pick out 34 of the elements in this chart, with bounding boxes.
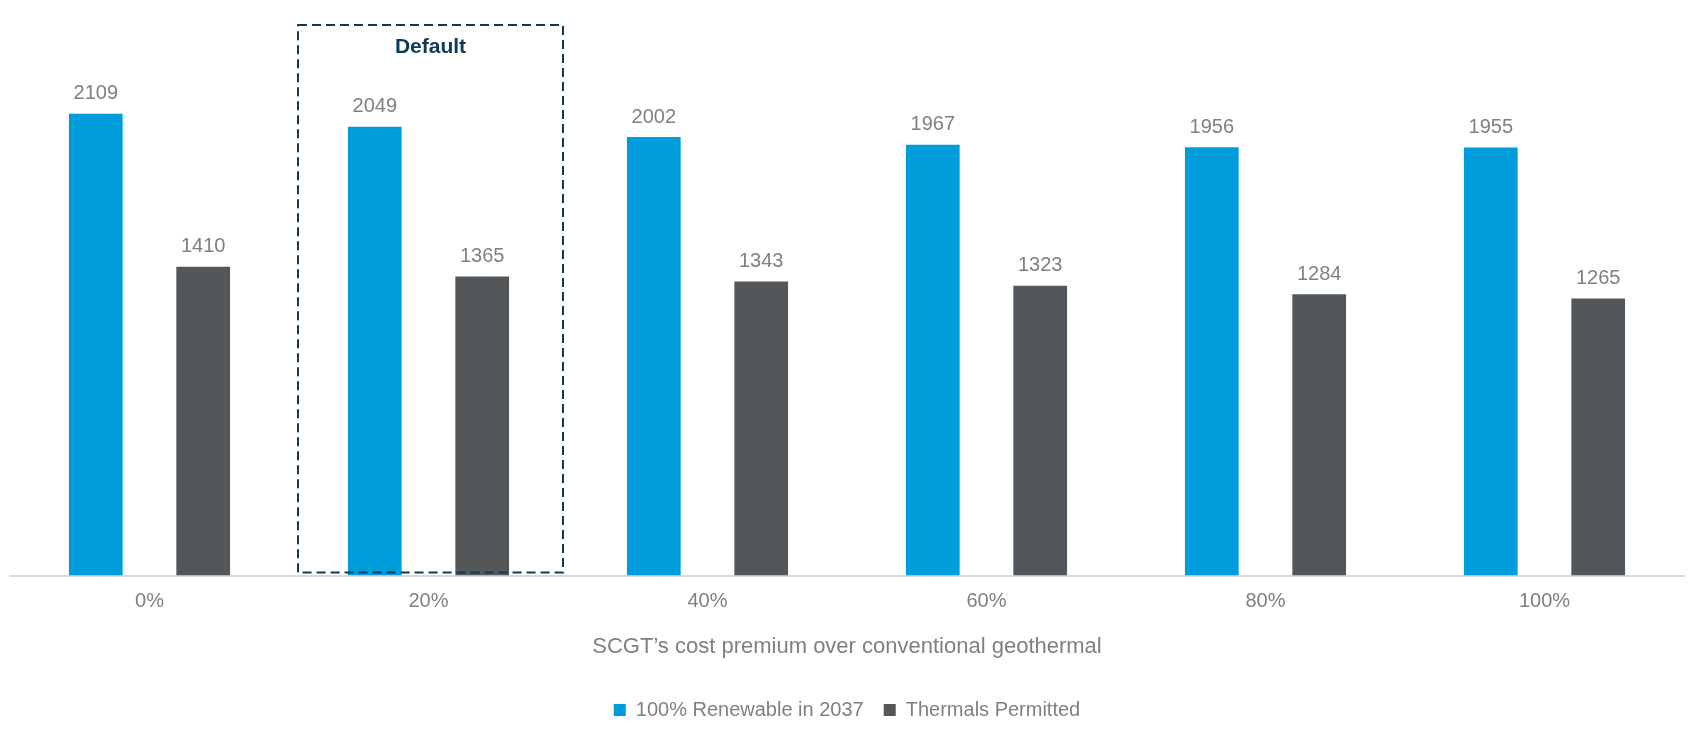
data-label: 1410 [180, 234, 226, 257]
data-label: 1955 [1468, 114, 1514, 137]
bar [734, 281, 789, 576]
bar [176, 266, 231, 576]
x-tick-label: 80% [1245, 589, 1286, 612]
bar [455, 276, 510, 576]
bar [626, 137, 681, 576]
data-label: 1265 [1575, 266, 1621, 289]
bar [905, 144, 960, 576]
data-label: 1284 [1296, 261, 1342, 284]
bar [1292, 294, 1347, 576]
data-label: 2002 [631, 104, 677, 127]
x-tick-label: 40% [687, 589, 728, 612]
data-label: 2109 [73, 81, 119, 104]
data-label: 1365 [459, 244, 505, 267]
legend-label: 100% Renewable in 2037 [635, 697, 864, 720]
data-label: 1967 [910, 112, 956, 135]
x-tick-label: 0% [135, 589, 165, 612]
x-axis-title: SCGT’s cost premium over conventional geothermal [592, 632, 1102, 658]
bar [1184, 147, 1239, 576]
bar [1463, 147, 1518, 576]
data-label: 1343 [738, 248, 784, 271]
data-label: 1956 [1189, 114, 1235, 137]
x-tick-label: 20% [408, 589, 449, 612]
data-label: 2049 [352, 94, 398, 117]
bar [347, 126, 402, 576]
bar [1013, 285, 1068, 576]
bar [1571, 298, 1626, 576]
bar [68, 113, 123, 576]
text: Default [393, 34, 468, 58]
legend-label: Thermals Permitted [905, 697, 1081, 720]
data-label: 1323 [1017, 253, 1063, 276]
x-tick-label: 100% [1518, 589, 1571, 612]
x-tick-label: 60% [966, 589, 1007, 612]
